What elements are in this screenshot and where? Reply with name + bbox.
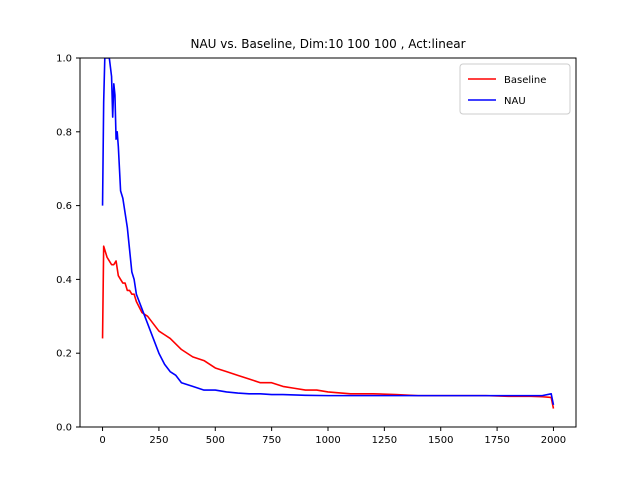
legend-label-nau: NAU bbox=[504, 96, 526, 107]
chart-title: NAU vs. Baseline, Dim:10 100 100 , Act:l… bbox=[190, 37, 465, 51]
y-tick-label: 0.2 bbox=[56, 349, 72, 360]
legend-box bbox=[459, 63, 571, 115]
x-tick-label: 250 bbox=[149, 435, 168, 446]
x-tick-label: 0 bbox=[99, 435, 105, 446]
y-tick-label: 0.6 bbox=[56, 201, 72, 212]
x-tick-label: 750 bbox=[262, 435, 281, 446]
x-tick-label: 500 bbox=[206, 435, 225, 446]
y-tick-label: 0.4 bbox=[56, 275, 72, 286]
y-tick-label: 0.0 bbox=[56, 423, 72, 434]
x-tick-label: 1000 bbox=[315, 435, 340, 446]
x-tick-label: 2000 bbox=[541, 435, 566, 446]
x-tick-label: 1250 bbox=[372, 435, 397, 446]
x-tick-label: 1500 bbox=[428, 435, 453, 446]
x-tick-label: 1750 bbox=[484, 435, 509, 446]
series-line-nau bbox=[101, 58, 555, 406]
legend: Baseline NAU bbox=[459, 63, 571, 115]
legend-label-baseline: Baseline bbox=[504, 75, 546, 86]
y-tick-label: 0.8 bbox=[56, 127, 72, 138]
y-tick-label: 1.0 bbox=[56, 54, 72, 65]
